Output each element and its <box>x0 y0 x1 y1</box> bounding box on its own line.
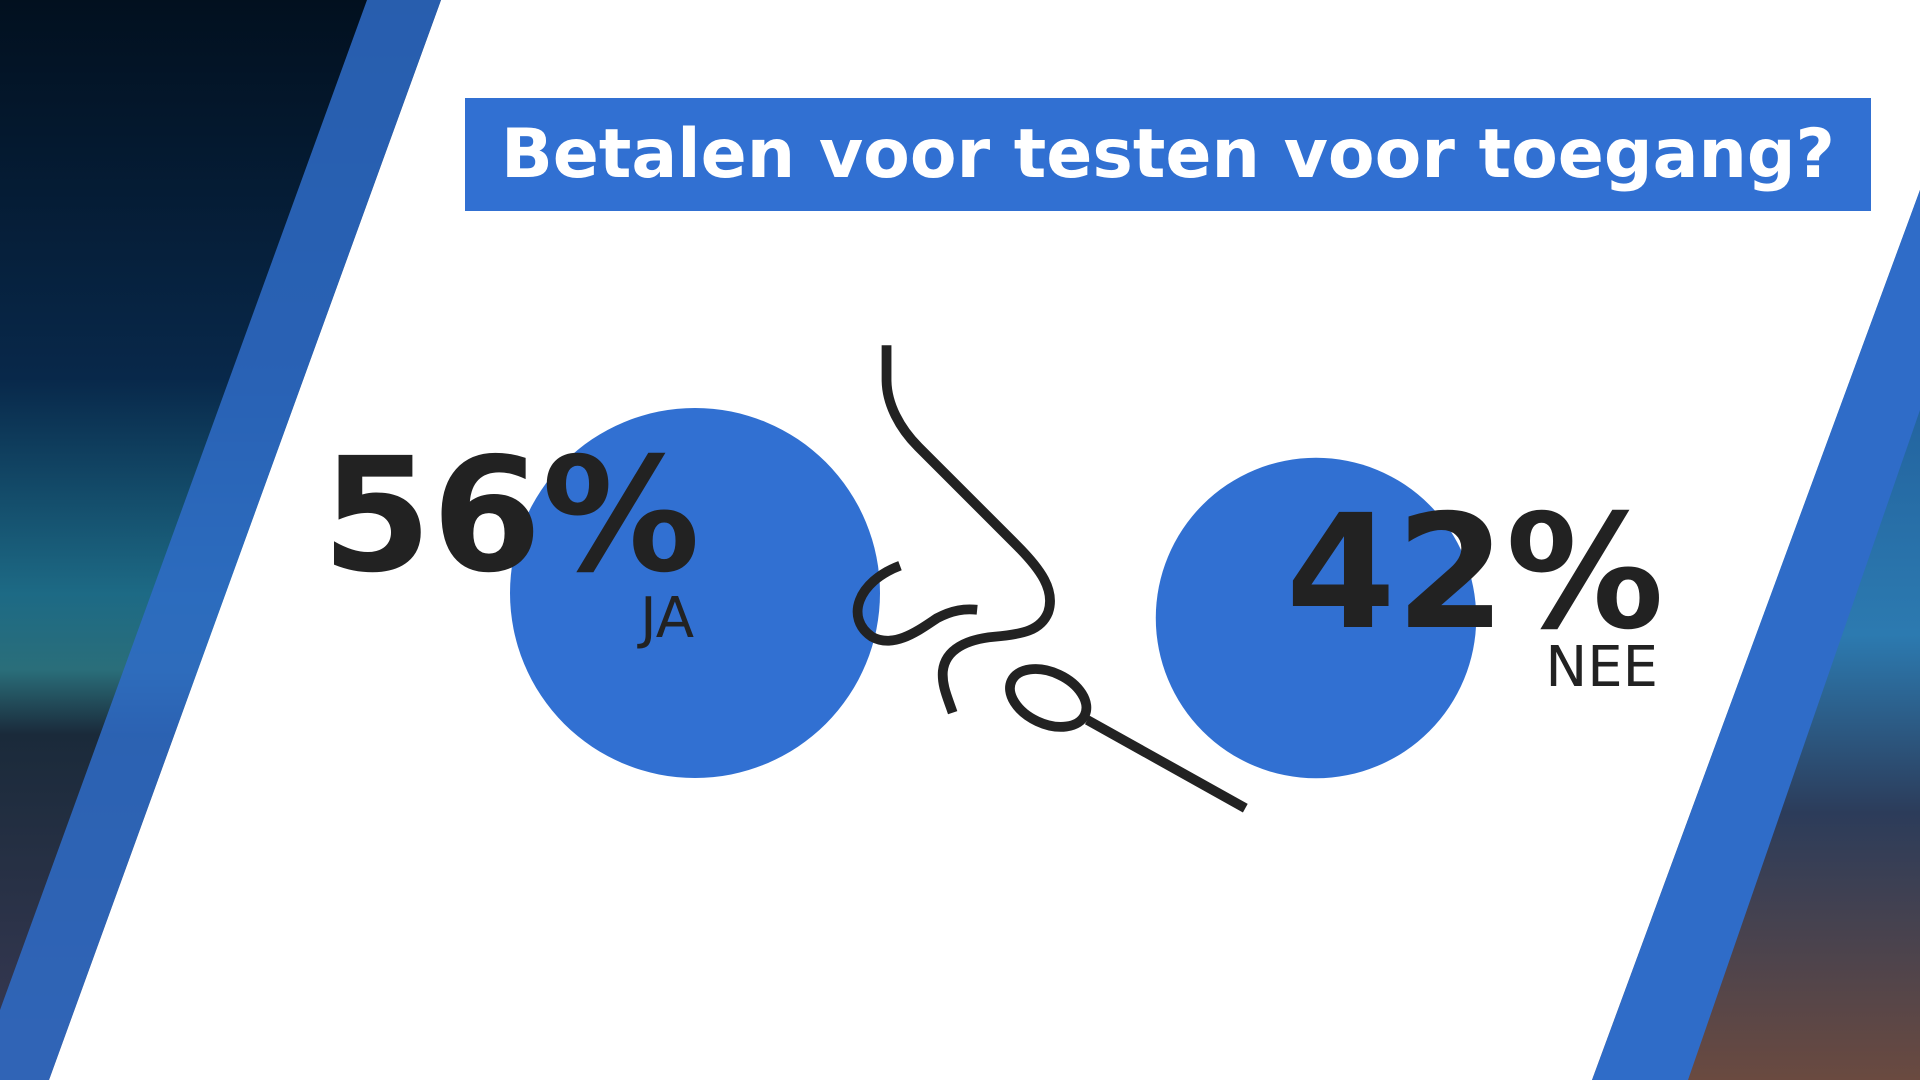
bubble <box>510 408 880 778</box>
right-stripe <box>1592 190 1920 1080</box>
title-box <box>465 98 1871 211</box>
nose-swab-icon <box>852 345 1248 813</box>
bubble <box>1155 457 1477 779</box>
value-label: 42% <box>1286 481 1664 665</box>
category-label: NEE <box>1545 635 1658 700</box>
left-stripe <box>0 0 441 1080</box>
category-label: JA <box>637 586 694 651</box>
value-label: 56% <box>322 424 700 608</box>
chart-title: Betalen voor testen voor toegang? <box>501 115 1835 194</box>
